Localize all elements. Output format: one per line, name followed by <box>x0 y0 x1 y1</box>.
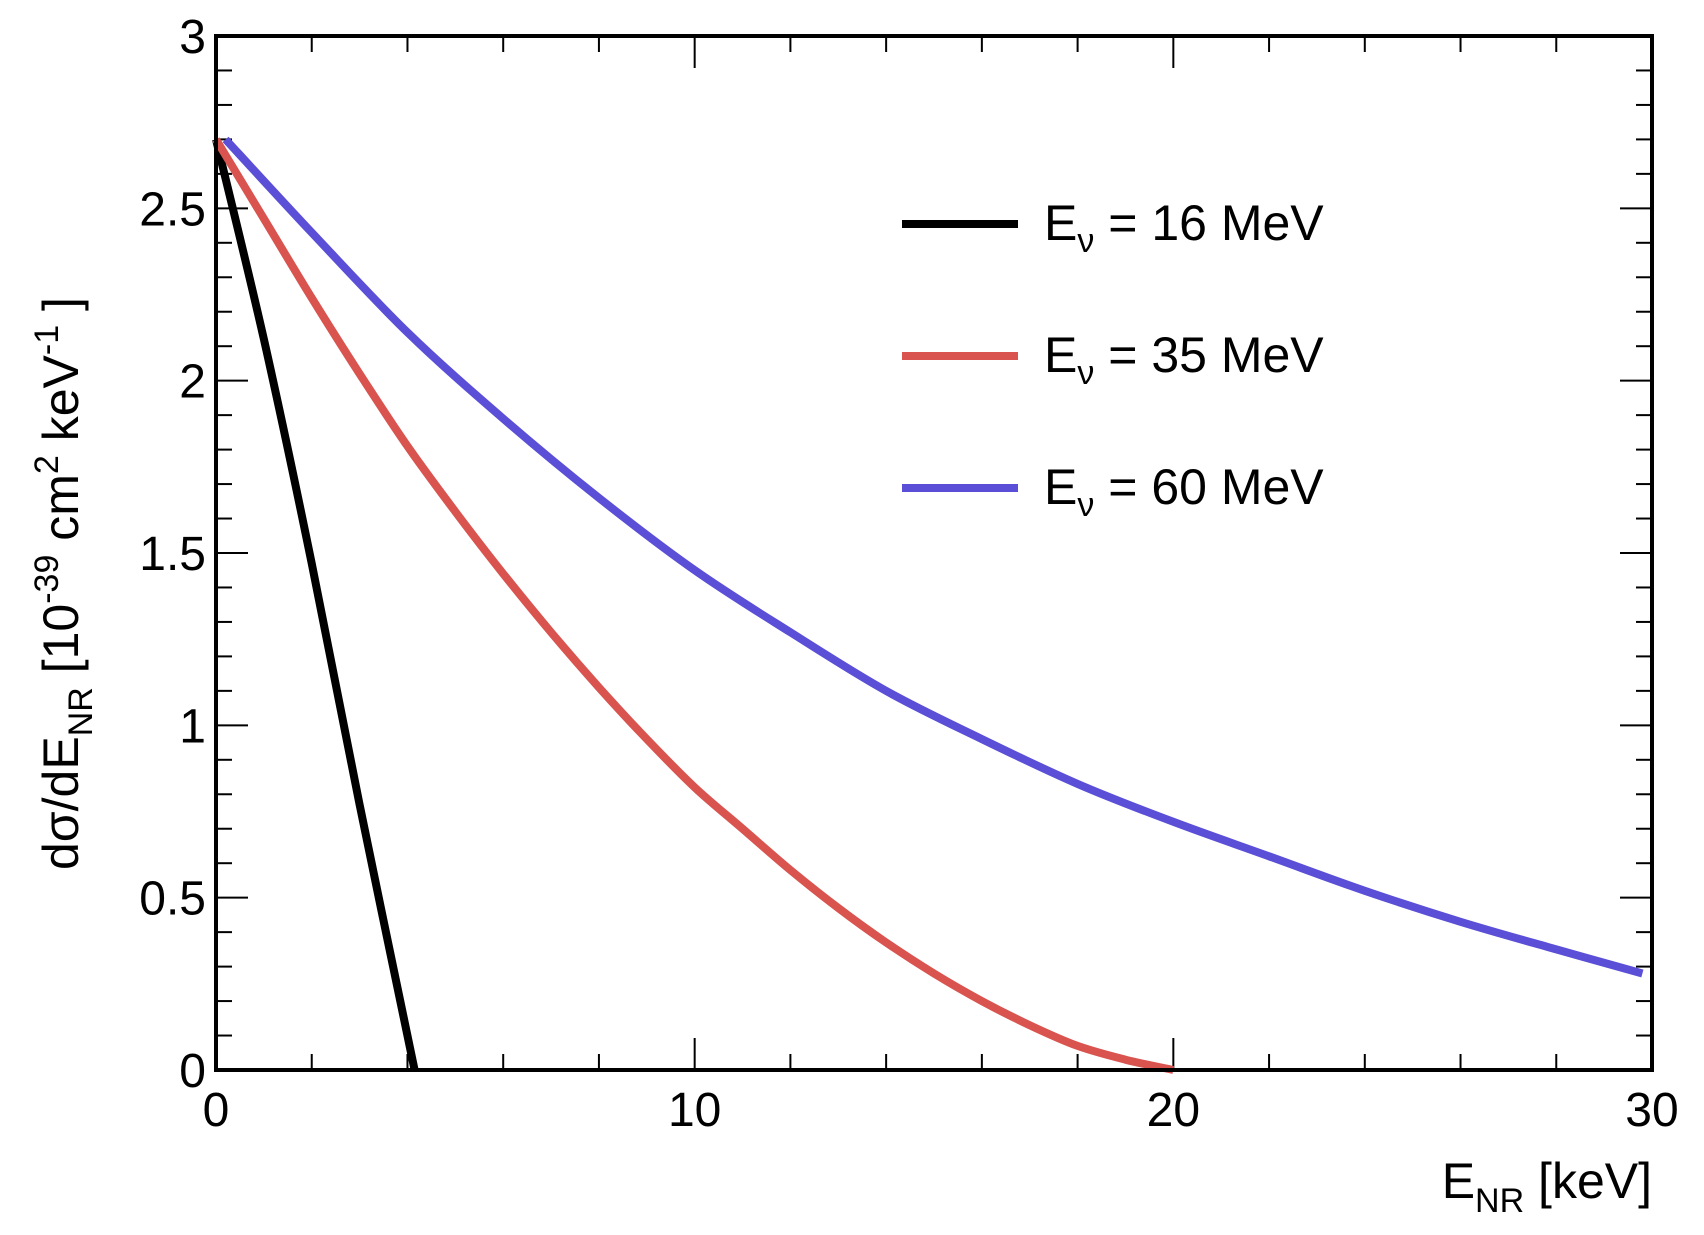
legend-label-60mev-sub: ν <box>1077 486 1094 524</box>
x-tick-label: 30 <box>1625 1084 1678 1137</box>
x-tick-label: 10 <box>668 1084 721 1137</box>
legend-label-60mev: Eν = 60 MeV <box>1044 459 1324 524</box>
y-axis-title-mid1: cm <box>33 474 89 555</box>
x-axis-title-sub: NR <box>1475 1182 1524 1220</box>
plot-frame <box>214 34 1654 1072</box>
y-tick-label: 2 <box>179 356 206 409</box>
y-axis-title-exp1: -39 <box>28 555 66 604</box>
legend-label-35mev-sub: ν <box>1077 354 1094 392</box>
y-axis-title-mid2: keV <box>33 354 89 455</box>
legend-label-16mev: Eν = 16 MeV <box>1044 195 1324 260</box>
y-axis-title-prefix: dσ/dE <box>33 736 89 870</box>
legend-label-60mev-main: E <box>1044 459 1077 515</box>
y-axis-title-open: [10 <box>33 604 89 687</box>
y-axis-title-sub: NR <box>62 687 100 736</box>
legend-label-60mev-rest: = 60 MeV <box>1094 459 1324 515</box>
series-line-16mev <box>212 138 419 1071</box>
y-axis-title-close: ] <box>33 297 89 325</box>
y-axis-title: dσ/dENR [10-39 cm2 keV-1 ] <box>28 297 100 870</box>
series-line-35mev <box>212 137 1175 1074</box>
y-tick-label: 3 <box>179 11 206 64</box>
legend-label-16mev-rest: = 16 MeV <box>1094 195 1324 251</box>
legend-label-35mev-main: E <box>1044 327 1077 383</box>
axis-ticks <box>215 35 1653 1071</box>
series-lines <box>212 136 1644 1074</box>
x-axis-title: ENR [keV] <box>1442 1153 1652 1220</box>
x-tick-label: 0 <box>203 1084 230 1137</box>
x-axis-title-unit: [keV] <box>1524 1153 1652 1209</box>
tick-labels: 0 10 20 30 0 0.5 1 1.5 2 2.5 3 <box>139 11 1678 1137</box>
y-tick-label: 0.5 <box>139 873 206 926</box>
y-axis-title-exp3: -1 <box>28 325 66 355</box>
series-line-60mev <box>222 136 1644 978</box>
legend-label-35mev-rest: = 35 MeV <box>1094 327 1324 383</box>
y-tick-label: 2.5 <box>139 183 206 236</box>
legend-label-35mev: Eν = 35 MeV <box>1044 327 1324 392</box>
y-tick-label: 1 <box>179 700 206 753</box>
y-tick-label: 0 <box>179 1045 206 1098</box>
y-axis-title-exp2: 2 <box>28 455 66 474</box>
x-axis-title-main: E <box>1442 1153 1475 1209</box>
x-tick-label: 20 <box>1147 1084 1200 1137</box>
y-tick-label: 1.5 <box>139 528 206 581</box>
legend: Eν = 16 MeV Eν = 35 MeV Eν = 60 MeV <box>902 195 1324 524</box>
legend-label-16mev-main: E <box>1044 195 1077 251</box>
legend-label-16mev-sub: ν <box>1077 222 1094 260</box>
